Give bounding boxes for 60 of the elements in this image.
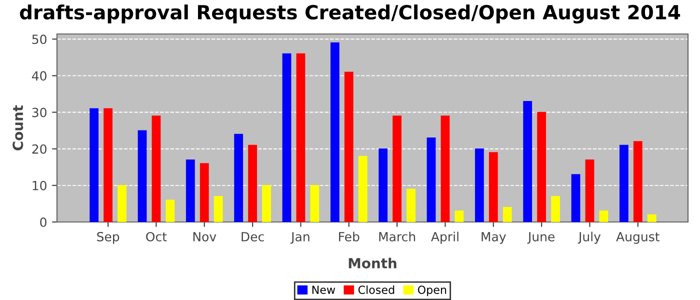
bar [330, 42, 340, 222]
bar [234, 134, 244, 222]
bar [138, 130, 147, 222]
bar [378, 148, 388, 222]
x-tick-label: Oct [146, 232, 167, 242]
bar [647, 214, 656, 222]
legend-label: Closed [358, 285, 394, 294]
y-tick-label: 20 [32, 144, 46, 154]
bar [502, 207, 512, 222]
bar [118, 185, 126, 222]
bar [282, 53, 292, 222]
bar [523, 100, 532, 222]
bar [310, 185, 320, 222]
bar [392, 116, 402, 222]
chart-title: drafts-approval Requests Created/Closed/Open August 2014 [20, 4, 680, 24]
x-tick-label: May [482, 232, 506, 244]
x-tick-label: June [527, 232, 555, 244]
bar [537, 112, 546, 222]
bar [358, 156, 368, 222]
x-tick-label: Feb [339, 232, 360, 242]
bar [571, 174, 580, 222]
bar [186, 159, 195, 222]
bar [585, 159, 594, 222]
bar [248, 144, 258, 222]
y-tick-label: 50 [32, 34, 46, 44]
bar [104, 108, 112, 222]
y-tick-label: 10 [32, 180, 46, 190]
x-tick-label: April [431, 232, 458, 244]
x-tick-label: August [616, 232, 660, 244]
y-axis-title: Count [12, 105, 24, 150]
bar [166, 200, 175, 222]
bar [633, 141, 642, 222]
bar [426, 138, 436, 222]
bar [488, 152, 498, 222]
x-tick-label: July [578, 232, 601, 244]
x-tick-label: March [379, 232, 416, 242]
legend-label: Open [418, 286, 446, 296]
bar [214, 196, 223, 222]
bar [344, 72, 354, 222]
x-tick-label: Nov [193, 232, 216, 242]
x-axis-title: Month [348, 258, 396, 268]
bar [474, 148, 484, 222]
bar [619, 144, 628, 222]
bar [296, 53, 306, 222]
x-tick-label: Dec [242, 232, 264, 242]
bar [90, 108, 99, 222]
x-tick-label: Jan [290, 232, 310, 244]
legend-label: New [312, 286, 336, 294]
bar [551, 196, 560, 222]
bar [454, 210, 464, 222]
bar [262, 185, 271, 222]
bar [152, 116, 161, 222]
bar [599, 210, 608, 222]
bar [440, 116, 450, 222]
y-tick-label: 0 [40, 217, 46, 227]
bar [406, 188, 416, 222]
y-tick-label: 30 [32, 108, 46, 118]
bar [200, 163, 209, 222]
x-tick-label: Sep [97, 232, 120, 244]
y-tick-label: 40 [32, 71, 46, 81]
